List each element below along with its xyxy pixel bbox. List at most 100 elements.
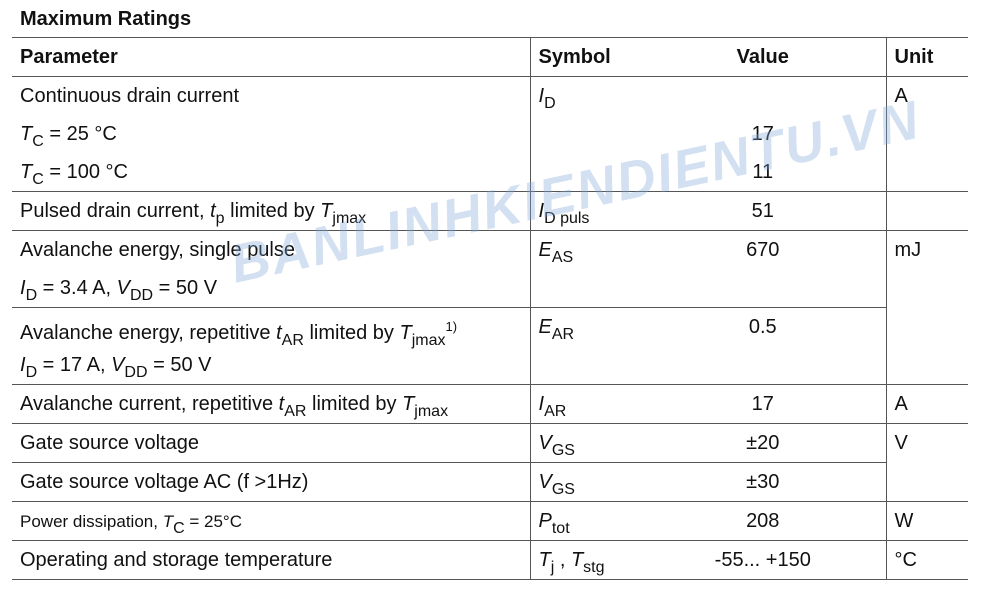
unit-cell: W (885, 501, 968, 541)
line: -55... +150 (714, 549, 811, 571)
text-run: = 3.4 A, (37, 277, 117, 299)
text-run: Power dissipation, (20, 512, 163, 531)
text-run: tot (551, 520, 570, 537)
text-run: V (111, 354, 125, 376)
unit-cell: V (885, 423, 968, 502)
text-run: P (538, 510, 552, 532)
line: 208 (746, 510, 780, 532)
header-cell: Parameter (12, 37, 530, 77)
text-run: Pulsed drain current, (20, 200, 211, 222)
text-run: 1) (445, 319, 458, 334)
parameter-cell: Operating and storage temperature (12, 540, 530, 580)
line: Pulsed drain current, tp limited by Tjma… (20, 192, 522, 230)
line: Avalanche energy, repetitive tAR limited… (20, 308, 522, 349)
line: ±20 (746, 432, 780, 454)
header-cell: Value (640, 37, 886, 77)
text-run: AR (281, 332, 304, 349)
text-run: T (162, 512, 174, 531)
text-run: T (320, 200, 333, 222)
value-cell: 208 (640, 501, 886, 541)
parameter-cell: Pulsed drain current, tp limited by Tjma… (12, 191, 530, 231)
text-run: T (20, 161, 33, 183)
text-run: T (538, 549, 551, 571)
line: A (894, 393, 908, 415)
line: VGS (539, 424, 633, 462)
table-body: Continuous drain current TC = 25 °C TC = 1… (12, 76, 968, 580)
parameter-cell: Avalanche energy, single pulse ID = 3.4 A… (12, 230, 530, 308)
text-run: AS (551, 249, 574, 266)
header-cell: Unit (885, 37, 968, 77)
parameter-cell: Gate source voltage AC (f >1Hz) (12, 462, 530, 502)
text-run: I (20, 277, 26, 299)
title: Maximum Ratings (20, 8, 192, 30)
line: Tj , Tstg (539, 541, 633, 579)
value-cell: 17 11 (640, 76, 886, 192)
text-run: GS (551, 442, 575, 459)
line: ±30 (746, 471, 780, 493)
text-run: V (538, 432, 552, 454)
table-row: Continuous drain current TC = 25 °C TC = 1… (12, 76, 968, 192)
text-run: I (538, 85, 545, 107)
line: ID puls (539, 192, 633, 230)
unit-cell: A (885, 76, 968, 192)
symbol-cell: Tj , Tstg (529, 540, 640, 580)
line: Avalanche energy, single pulse (20, 231, 522, 269)
text-run: stg (583, 559, 605, 576)
text-run: limited by (306, 393, 403, 415)
unit-cell: mJ (885, 230, 968, 385)
unit-cell (885, 191, 968, 231)
symbol-cell: ID (529, 76, 640, 192)
line: °C (894, 549, 917, 571)
line: EAS (539, 231, 633, 269)
line: W (894, 510, 914, 532)
line: Continuous drain current (20, 77, 522, 115)
symbol-cell: ID puls (529, 191, 640, 231)
line: mJ (894, 239, 922, 261)
text-run: = 50 V (153, 277, 218, 299)
text-run: AR (284, 403, 307, 420)
line (648, 77, 878, 115)
line: ID = 17 A, VDD = 50 V (20, 346, 522, 384)
line: Gate source voltage (20, 424, 522, 462)
text-run: Avalanche energy, repetitive (20, 322, 277, 344)
text-run: C (32, 133, 44, 150)
line: V (894, 432, 908, 454)
text-run: C (173, 520, 185, 537)
text-run: t (278, 393, 285, 415)
text-run: T (399, 322, 412, 344)
text-run: Operating and storage temperature (20, 549, 333, 571)
text-run: I (538, 393, 545, 415)
line: 670 (746, 239, 780, 261)
symbol-cell: Ptot (529, 501, 640, 541)
ratings-table: Parameter Symbol Value Unit Continuous d… (12, 37, 968, 580)
table-row: Pulsed drain current, tp limited by Tjma… (12, 191, 968, 231)
text-run: D (25, 364, 38, 381)
text-run: T (570, 549, 584, 571)
text-run: T (20, 123, 33, 145)
line: IAR (539, 385, 633, 423)
unit-cell: °C (885, 540, 968, 580)
symbol-cell: EAS (529, 230, 640, 308)
text-run: V (538, 471, 552, 493)
header-row: Parameter Symbol Value Unit (12, 37, 968, 77)
text-run: I (20, 354, 26, 376)
table-row: Avalanche current, repetitive tAR limite… (12, 384, 968, 424)
symbol-cell: VGS (529, 462, 640, 502)
text-run: jmax (414, 403, 449, 420)
line: Operating and storage temperature (20, 541, 522, 579)
text-run: E (538, 316, 552, 338)
text-run: jmax (332, 210, 367, 227)
table-row: Power dissipation, TC = 25°C Ptot 208 W (12, 501, 968, 541)
text-run: = 50 V (147, 354, 212, 376)
line: Power dissipation, TC = 25°C (20, 502, 522, 540)
line: 17 (751, 123, 774, 145)
text-run: Continuous drain current (20, 85, 240, 107)
symbol-cell: VGS (529, 423, 640, 463)
text-run: t (276, 322, 282, 344)
text-run: C (32, 171, 44, 188)
text-run: AR (544, 403, 567, 420)
text-run: j (550, 559, 555, 576)
unit-cell: A (885, 384, 968, 424)
header-cell: Symbol (529, 37, 640, 77)
text-run: p (215, 210, 225, 227)
